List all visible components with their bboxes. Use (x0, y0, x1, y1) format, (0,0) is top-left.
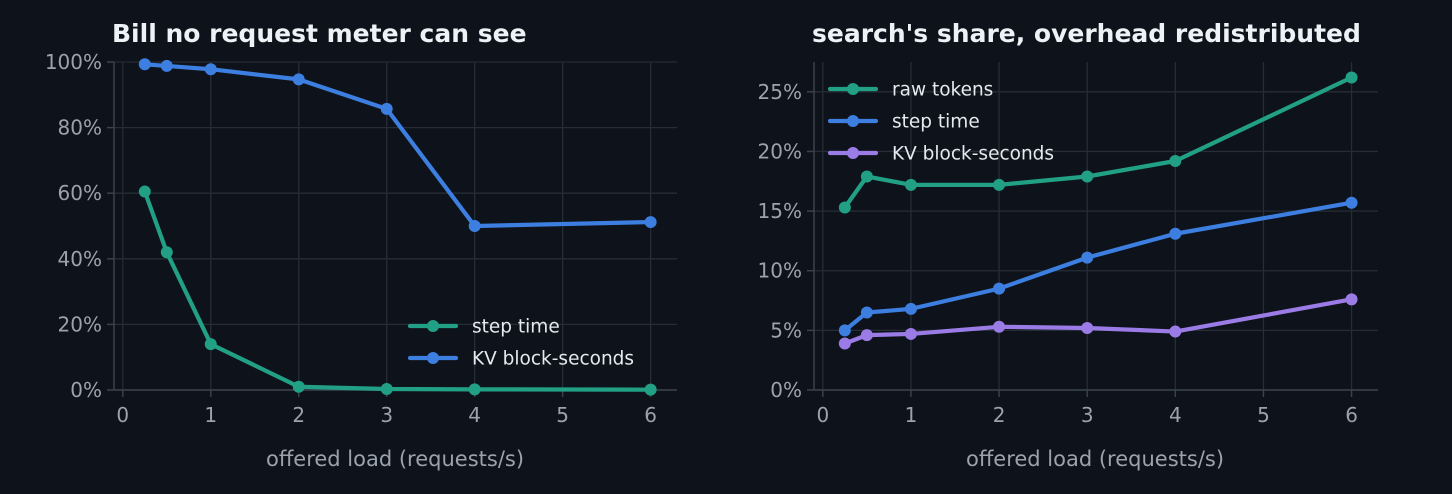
data-point (904, 178, 917, 191)
data-point (644, 383, 657, 396)
x-tick-label: 2 (993, 403, 1006, 427)
series-kv-block-seconds (838, 293, 1358, 350)
legend-entry-label: step time (892, 112, 980, 133)
y-tick-label: 40% (58, 247, 102, 271)
x-tick-label: 2 (292, 403, 305, 427)
data-point (1169, 154, 1182, 167)
x-tick-label: 3 (1081, 403, 1094, 427)
data-point (204, 338, 217, 351)
y-tick-label: 5% (770, 318, 802, 342)
x-tick-label: 6 (1345, 403, 1358, 427)
data-point (204, 63, 217, 76)
x-tick-label: 6 (644, 403, 657, 427)
y-tick-label: 60% (58, 181, 102, 205)
data-point (904, 327, 917, 340)
data-point (1169, 227, 1182, 240)
data-point (993, 178, 1006, 191)
legend-entry-label: raw tokens (892, 80, 993, 101)
data-point (993, 320, 1006, 333)
y-tick-label: 80% (58, 116, 102, 140)
y-tick-label: 15% (758, 199, 802, 223)
series-kv-block-seconds (138, 58, 657, 232)
x-tick-label: 4 (468, 403, 481, 427)
legend-swatch-marker (847, 147, 859, 159)
x-tick-label: 0 (116, 403, 129, 427)
data-point (468, 220, 481, 232)
data-point (292, 73, 305, 86)
data-point (138, 185, 151, 198)
data-point (160, 59, 173, 72)
x-tick-label: 5 (1257, 403, 1270, 427)
data-point (1345, 293, 1358, 306)
data-point (993, 282, 1006, 295)
y-tick-label: 100% (45, 50, 102, 74)
data-point (1081, 251, 1094, 264)
y-tick-label: 0% (70, 378, 102, 402)
series-step-time (838, 196, 1358, 337)
data-point (838, 201, 851, 214)
data-point (380, 102, 393, 115)
legend-entry-label: KV block-seconds (892, 144, 1054, 165)
data-point (838, 337, 851, 350)
chart-title: Bill no request meter can see (112, 19, 527, 48)
y-tick-label: 25% (758, 80, 802, 104)
y-tick-label: 20% (758, 139, 802, 163)
legend-swatch-marker (847, 83, 859, 95)
legend-swatch-marker (847, 115, 859, 127)
chart-title: search's share, overhead redistributed (812, 19, 1361, 48)
legend-swatch-marker (427, 320, 439, 332)
data-point (468, 383, 481, 396)
series-raw-tokens (838, 71, 1358, 214)
data-point (904, 302, 917, 315)
data-point (1081, 170, 1094, 183)
data-point (160, 246, 173, 259)
data-point (380, 383, 393, 396)
data-point (644, 216, 657, 229)
legend-swatch-marker (427, 352, 439, 364)
x-tick-label: 3 (380, 403, 393, 427)
series-step-time (138, 185, 657, 396)
y-tick-label: 0% (770, 378, 802, 402)
data-point (292, 380, 305, 393)
data-point (138, 58, 151, 71)
legend-entry-label: step time (472, 317, 560, 338)
legend: step time KV block-seconds (407, 317, 634, 370)
y-tick-label: 20% (58, 312, 102, 336)
x-tick-label: 1 (204, 403, 217, 427)
data-point (1169, 325, 1182, 338)
x-tick-label: 1 (905, 403, 918, 427)
data-point (1345, 196, 1358, 209)
data-point (860, 170, 873, 183)
data-point (1345, 71, 1358, 84)
x-axis-label: offered load (requests/s) (266, 447, 524, 471)
x-tick-label: 0 (816, 403, 829, 427)
data-point (838, 324, 851, 337)
legend: raw tokens step time KV block-seconds (827, 80, 1054, 165)
x-tick-label: 5 (556, 403, 569, 427)
x-axis-label: offered load (requests/s) (966, 447, 1224, 471)
x-tick-label: 4 (1169, 403, 1182, 427)
chart-2: 0 1 2 3 4 5 6 0% 5% 10% 15% 20% 25% search's share, o… (758, 19, 1378, 471)
data-point (860, 329, 873, 342)
legend-entry-label: KV block-seconds (472, 349, 634, 370)
y-tick-label: 10% (758, 259, 802, 283)
data-point (860, 306, 873, 319)
chart-1: 0 1 2 3 4 5 60%20%40%60%80%100%Bill no request… (45, 19, 677, 471)
data-point (1081, 321, 1094, 334)
